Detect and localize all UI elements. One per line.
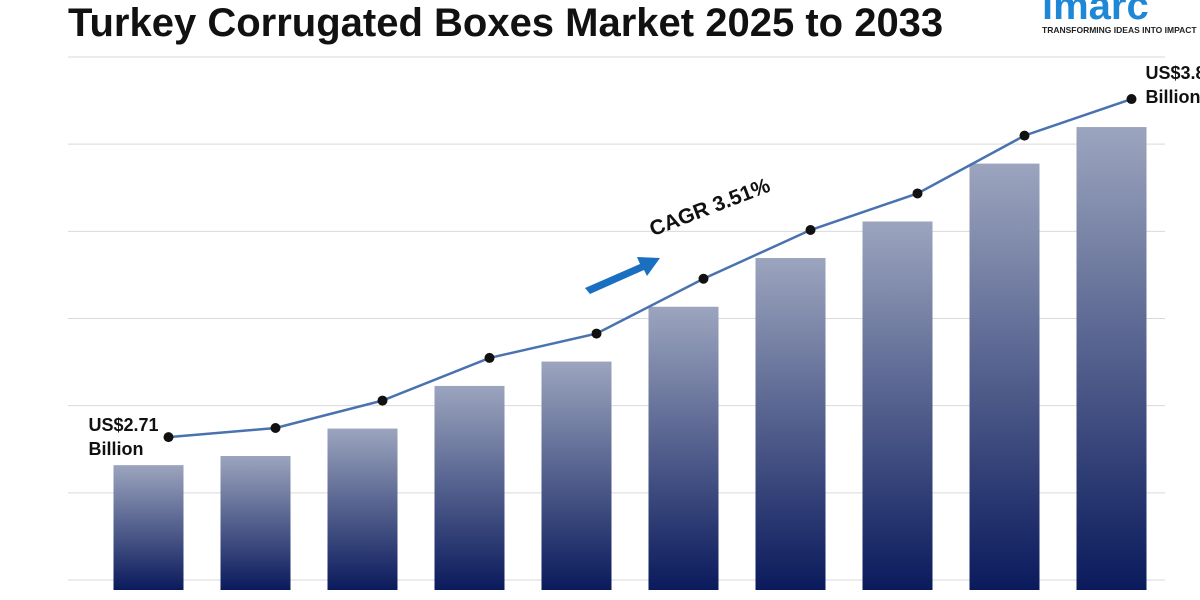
bar <box>434 385 505 590</box>
cagr-arrow <box>585 257 660 294</box>
bar <box>648 306 719 590</box>
bar <box>969 163 1040 590</box>
value-label: US$3.82 Billion <box>1145 63 1200 108</box>
bar <box>862 221 933 590</box>
trend-point <box>484 352 495 363</box>
trend-point <box>377 395 388 406</box>
logo-tagline: TRANSFORMING IDEAS INTO IMPACT <box>1042 25 1197 35</box>
trend-point <box>270 422 281 433</box>
trend-point <box>912 188 923 199</box>
value-label: US$2.71 Billion <box>88 415 159 460</box>
trend-point <box>163 432 174 443</box>
logo: imarc <box>1042 0 1149 28</box>
trend-point <box>1019 130 1030 141</box>
chart-title: Turkey Corrugated Boxes Market 2025 to 2… <box>68 1 944 45</box>
bar <box>755 258 826 590</box>
bar <box>113 465 184 590</box>
trend-point <box>1126 94 1137 105</box>
trend-point <box>698 273 709 284</box>
bar <box>1076 127 1147 591</box>
bar <box>220 455 291 590</box>
trend-point <box>805 225 816 236</box>
trend-line <box>168 97 1132 439</box>
trend-point <box>591 328 602 339</box>
bar <box>327 428 398 590</box>
bar <box>541 361 612 590</box>
